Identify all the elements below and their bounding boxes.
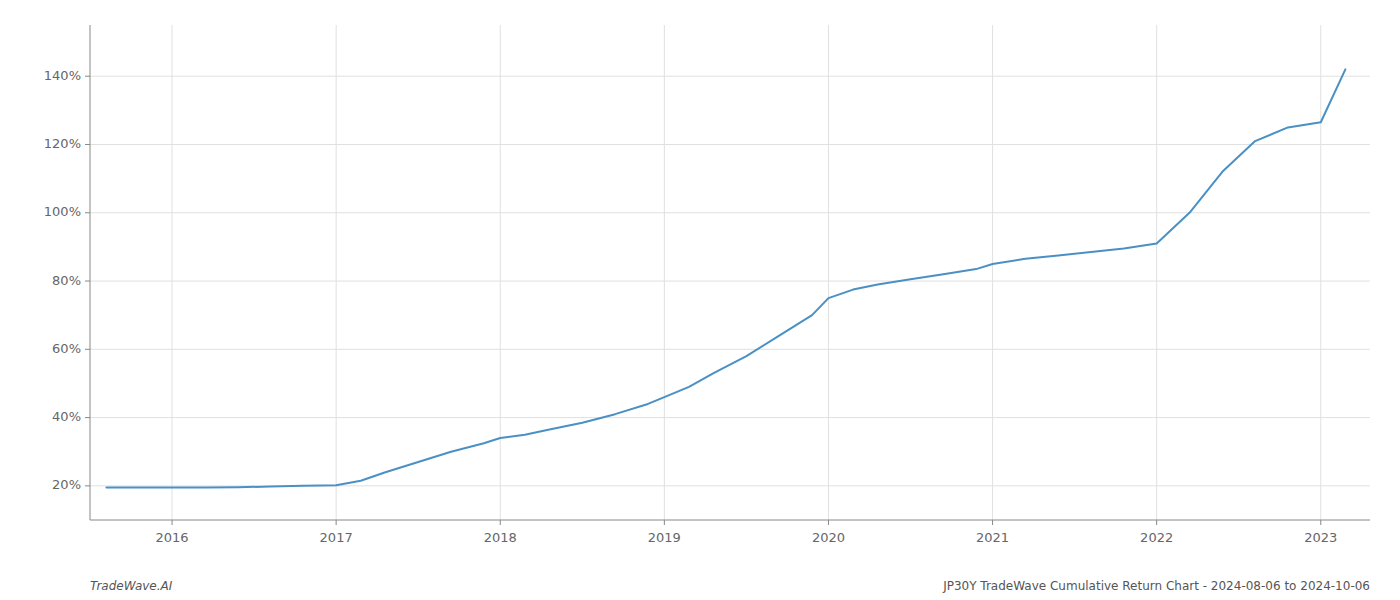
x-grid-line	[336, 25, 337, 520]
y-grid-line	[90, 76, 1370, 77]
x-tick-label: 2020	[812, 530, 845, 545]
y-tick-label: 120%	[44, 136, 81, 151]
y-tick	[85, 349, 90, 350]
footer-left: TradeWave.AI	[90, 579, 173, 593]
y-tick	[85, 417, 90, 418]
chart: 20% 40% 60% 80% 100% 120% 140% 2016 2017 2018 2019…	[0, 0, 1400, 600]
x-grid-line	[664, 25, 665, 520]
x-grid-line	[992, 25, 993, 520]
x-tick	[336, 520, 337, 525]
x-tick	[500, 520, 501, 525]
x-tick	[664, 520, 665, 525]
y-axis-line	[90, 25, 91, 520]
y-tick-label: 100%	[44, 204, 81, 219]
y-tick	[85, 281, 90, 282]
y-tick-label: 40%	[52, 409, 81, 424]
x-tick-label: 2023	[1304, 530, 1337, 545]
x-grid-line	[172, 25, 173, 520]
y-tick-label: 60%	[52, 341, 81, 356]
x-axis-line	[90, 520, 1370, 521]
x-tick-label: 2018	[484, 530, 517, 545]
footer-right: JP30Y TradeWave Cumulative Return Chart …	[942, 579, 1370, 593]
y-grid-line	[90, 144, 1370, 145]
x-tick	[828, 520, 829, 525]
x-tick-label: 2021	[976, 530, 1009, 545]
x-tick-label: 2019	[648, 530, 681, 545]
x-tick-label: 2016	[156, 530, 189, 545]
chart-container: 20% 40% 60% 80% 100% 120% 140% 2016 2017 2018 2019…	[0, 0, 1400, 600]
x-tick-label: 2017	[320, 530, 353, 545]
x-grid-line	[500, 25, 501, 520]
plot-area	[106, 69, 1345, 487]
y-grid-line	[90, 281, 1370, 282]
y-grid-line	[90, 417, 1370, 418]
y-tick	[85, 144, 90, 145]
y-tick	[85, 485, 90, 486]
x-grid-line	[1320, 25, 1321, 520]
y-tick-label: 80%	[52, 273, 81, 288]
y-tick-label: 140%	[44, 68, 81, 83]
axes: 20% 40% 60% 80% 100% 120% 140% 2016 2017 2018 2019…	[44, 25, 1370, 545]
x-tick	[1156, 520, 1157, 525]
x-tick	[992, 520, 993, 525]
line	[106, 69, 1345, 487]
y-grid-line	[90, 212, 1370, 213]
y-tick-label: 20%	[52, 477, 81, 492]
x-tick	[172, 520, 173, 525]
x-grid-line	[828, 25, 829, 520]
y-tick	[85, 212, 90, 213]
x-tick-label: 2022	[1140, 530, 1173, 545]
x-grid-line	[1156, 25, 1157, 520]
y-tick	[85, 76, 90, 77]
y-grid-line	[90, 349, 1370, 350]
grid	[90, 25, 1370, 520]
x-tick	[1320, 520, 1321, 525]
